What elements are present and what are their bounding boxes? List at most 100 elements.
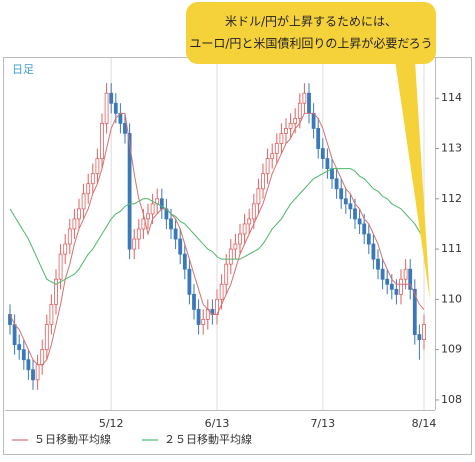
y-tick-label: 111 bbox=[441, 242, 462, 255]
candle-body bbox=[334, 178, 339, 190]
candle-body bbox=[247, 218, 252, 225]
candle-body bbox=[417, 334, 422, 341]
candle-body bbox=[339, 188, 344, 200]
candle-body bbox=[288, 122, 293, 129]
candle-body bbox=[178, 238, 183, 255]
candle-body bbox=[302, 92, 307, 104]
candle-body bbox=[90, 173, 95, 185]
y-tick-label: 109 bbox=[441, 343, 462, 356]
candle-body bbox=[376, 258, 380, 270]
y-tick-label: 112 bbox=[441, 192, 462, 205]
candle-body bbox=[385, 278, 390, 285]
candle-body bbox=[54, 278, 58, 305]
candle-body bbox=[17, 344, 22, 351]
candle-body bbox=[123, 122, 127, 134]
candle-body bbox=[224, 263, 229, 285]
candle-body bbox=[325, 158, 330, 170]
candle-body bbox=[307, 92, 311, 114]
candle-body bbox=[274, 143, 279, 154]
candle-body bbox=[31, 369, 35, 381]
candle-body bbox=[279, 133, 284, 144]
candle-body bbox=[58, 253, 63, 280]
callout-pointer bbox=[395, 60, 430, 300]
candle-body bbox=[256, 188, 261, 205]
candle-body bbox=[362, 223, 367, 235]
candle-body bbox=[150, 203, 155, 215]
candle-body bbox=[270, 153, 275, 159]
candle-body bbox=[182, 253, 187, 270]
candle-body bbox=[95, 158, 100, 175]
candle-body bbox=[77, 208, 81, 220]
candle-body bbox=[201, 319, 206, 325]
candle-body bbox=[136, 228, 141, 240]
candle-body bbox=[104, 92, 109, 124]
candle-body bbox=[357, 218, 362, 225]
candle-body bbox=[343, 198, 348, 205]
x-tick-label: 8/14 bbox=[412, 417, 437, 430]
candle-body bbox=[219, 283, 224, 300]
candle-body bbox=[86, 183, 91, 195]
candle-body bbox=[242, 223, 247, 235]
candle-body bbox=[132, 238, 137, 250]
candle-body bbox=[196, 309, 201, 325]
candle-body bbox=[44, 324, 49, 351]
callout-text: ユーロ/円と米国債利回りの上昇が必要だろう bbox=[189, 36, 432, 51]
candle-body bbox=[380, 268, 385, 280]
moving-average-line bbox=[9, 168, 425, 285]
candle-body bbox=[389, 283, 394, 290]
candle-body bbox=[173, 228, 178, 240]
candle-body bbox=[21, 349, 26, 361]
candle-body bbox=[412, 288, 417, 335]
x-tick-label: 7/13 bbox=[310, 417, 335, 430]
candle-body bbox=[100, 122, 104, 159]
candle-body bbox=[72, 218, 77, 230]
candle-body bbox=[293, 117, 298, 124]
candle-body bbox=[233, 243, 238, 250]
candle-body bbox=[63, 243, 68, 255]
candle-body bbox=[366, 233, 371, 245]
candle-body bbox=[67, 228, 72, 245]
candle-body bbox=[127, 133, 132, 250]
candle-body bbox=[113, 102, 118, 114]
candle-body bbox=[394, 288, 399, 295]
candle-body bbox=[12, 324, 17, 346]
candle-body bbox=[348, 203, 353, 210]
candle-body bbox=[311, 112, 316, 129]
corner-label: 日足 bbox=[12, 63, 34, 76]
candle-body bbox=[251, 203, 256, 220]
candle-body bbox=[261, 173, 265, 190]
candle-body bbox=[40, 349, 45, 366]
candle-body bbox=[399, 278, 403, 295]
candle-body bbox=[284, 127, 288, 134]
plot-area: 108 109 110 111 112 113 114 5/12 6/13 7/13 8/14 bbox=[8, 58, 462, 430]
callout-text: 米ドル/円が上昇するためには、 bbox=[225, 14, 397, 29]
y-tick-label: 110 bbox=[441, 292, 462, 305]
candle-body bbox=[297, 102, 302, 119]
candle-body bbox=[26, 359, 31, 371]
candle-body bbox=[49, 303, 54, 325]
candle-body bbox=[192, 293, 196, 310]
y-tick-label: 114 bbox=[441, 91, 462, 104]
chart-frame bbox=[3, 57, 472, 455]
callout-box bbox=[186, 2, 436, 64]
legend-label: ２５日移動平均線 bbox=[164, 432, 252, 446]
callout: 米ドル/円が上昇するためには、 ユーロ/円と米国債利回りの上昇が必要だろう bbox=[186, 2, 436, 300]
candle-body bbox=[109, 92, 114, 104]
y-tick-label: 113 bbox=[441, 142, 462, 155]
candle-body bbox=[187, 268, 192, 295]
y-tick-label: 108 bbox=[441, 393, 462, 406]
candle-body bbox=[35, 364, 40, 381]
moving-average-line bbox=[9, 112, 425, 366]
candle-body bbox=[228, 248, 233, 265]
candle-body bbox=[81, 193, 86, 210]
candle-body bbox=[320, 148, 325, 159]
x-tick-label: 6/13 bbox=[205, 417, 230, 430]
x-tick-label: 5/12 bbox=[99, 417, 124, 430]
candle-body bbox=[169, 218, 173, 230]
candle-body bbox=[238, 233, 242, 245]
candle-body bbox=[353, 208, 357, 220]
candle-body bbox=[265, 158, 270, 175]
candle-body bbox=[141, 218, 146, 230]
candle-body bbox=[146, 213, 150, 220]
